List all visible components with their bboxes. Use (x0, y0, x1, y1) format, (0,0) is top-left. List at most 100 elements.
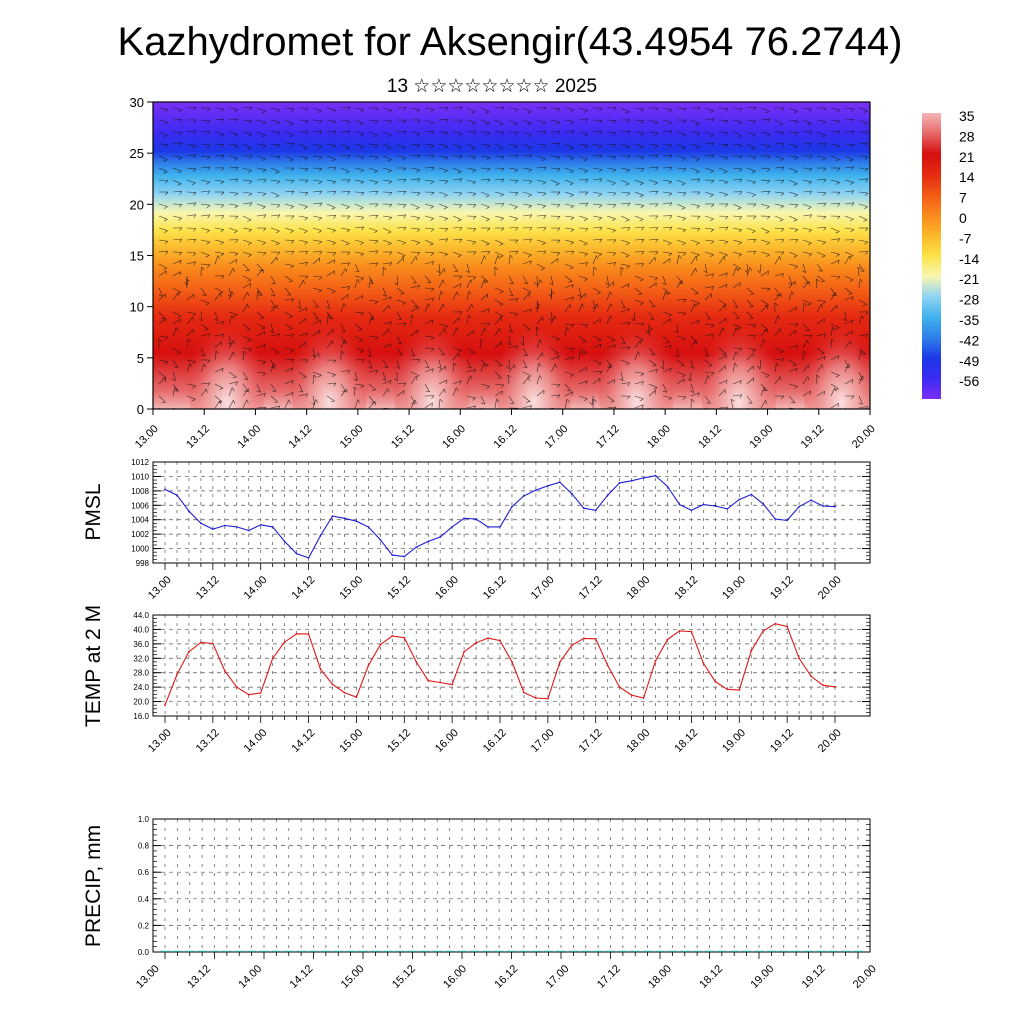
wind-barb (690, 359, 695, 369)
wind-barb (270, 167, 280, 172)
wind-barb-flag (851, 379, 853, 384)
wind-barb-flag (305, 179, 309, 184)
wind-barb-flag (794, 204, 799, 208)
wind-barb-flag (836, 182, 840, 185)
wind-barb-flag (318, 217, 322, 221)
wind-barb (704, 371, 715, 373)
wind-barb-flag (682, 218, 686, 221)
wind-barb (368, 262, 379, 265)
pmsl-point (439, 536, 442, 538)
wind-barb (466, 315, 469, 325)
wind-barb-flag (609, 291, 613, 296)
wind-barb-flag (192, 192, 197, 196)
wind-barb (634, 351, 639, 361)
wind-barb (564, 107, 574, 110)
wind-barb-flag (325, 306, 330, 309)
wind-barb-flag (221, 215, 225, 219)
wind-barb-flag (382, 294, 387, 297)
wind-barb (564, 239, 574, 243)
wind-barb-flag (695, 171, 700, 174)
wind-barb-flag (311, 354, 316, 358)
wind-barb-flag (709, 254, 714, 258)
wind-barb (438, 215, 448, 219)
wind-barb (228, 107, 238, 110)
wind-barb (298, 383, 304, 393)
wind-barb (704, 251, 714, 255)
wind-barb (732, 215, 743, 217)
wind-barb (592, 215, 602, 219)
wind-barb-flag (605, 282, 609, 286)
wind-barb (788, 263, 798, 267)
wind-barb (802, 167, 813, 169)
wind-barb (270, 287, 276, 297)
wind-barb (508, 311, 518, 315)
wind-barb (816, 155, 826, 159)
wind-barb (676, 371, 686, 376)
wind-barb (424, 319, 434, 325)
warm-surface-cell (700, 324, 777, 409)
wind-barb-flag (774, 302, 778, 306)
wind-barb (186, 167, 197, 170)
wind-barb-flag (780, 158, 784, 161)
wind-barb (158, 311, 166, 319)
wind-barb (270, 239, 280, 244)
wind-barb-flag (262, 193, 267, 197)
wind-barb (158, 395, 166, 403)
wind-barb (704, 263, 708, 273)
wind-barb-flag (654, 412, 658, 414)
wind-barb (228, 227, 238, 232)
wind-barb-flag (263, 179, 267, 183)
wind-barb (228, 251, 238, 254)
temp-point (762, 630, 765, 632)
wind-barb (550, 347, 559, 354)
wind-barb (620, 308, 630, 313)
temp-point (271, 657, 274, 660)
wind-barb (480, 119, 490, 124)
wind-barb (396, 227, 407, 229)
wind-barb-flag (650, 326, 654, 331)
wind-barb-flag (851, 395, 855, 400)
wind-barb-flag (193, 261, 196, 266)
wind-barb (326, 251, 337, 254)
wind-barb-flag (480, 402, 485, 405)
wind-barb (186, 329, 194, 337)
wind-barb-flag (514, 192, 519, 196)
wind-barb-flag (247, 242, 252, 246)
wind-barb (522, 308, 532, 313)
wind-barb-flag (639, 182, 644, 186)
wind-barb (480, 167, 491, 169)
wind-barb (312, 155, 323, 158)
wind-barb-flag (235, 381, 238, 386)
wind-barb (746, 191, 756, 195)
wind-barb-flag (470, 352, 475, 355)
wind-barb (718, 191, 728, 195)
wind-barb (690, 340, 697, 349)
wind-barb-flag (305, 251, 309, 255)
wind-barb-flag (707, 375, 711, 380)
wind-barb (452, 167, 462, 172)
pmsl-point (188, 510, 190, 512)
wind-barb (718, 179, 728, 183)
wind-barb-flag (613, 344, 616, 349)
wind-barb-flag (358, 329, 363, 331)
wind-barb-flag (863, 110, 868, 113)
wind-barb (662, 275, 667, 285)
wind-barb (858, 347, 866, 355)
wind-barb-flag (233, 230, 238, 234)
wind-barb (536, 215, 547, 217)
wind-barb (578, 262, 588, 265)
wind-barb-flag (179, 227, 183, 231)
wind-barb (270, 383, 277, 392)
wind-barb (438, 167, 448, 171)
temp-point (738, 689, 741, 691)
wind-barb (340, 383, 347, 392)
wind-barb (466, 359, 472, 369)
wind-barb-flag (527, 375, 532, 378)
wind-barb (200, 203, 210, 206)
wind-barb-flag (367, 354, 372, 357)
wind-barb (284, 323, 293, 329)
wind-barb (158, 215, 168, 220)
wind-barb-flag (861, 315, 865, 320)
precip-bar (754, 950, 764, 952)
precip-bar (246, 950, 257, 952)
